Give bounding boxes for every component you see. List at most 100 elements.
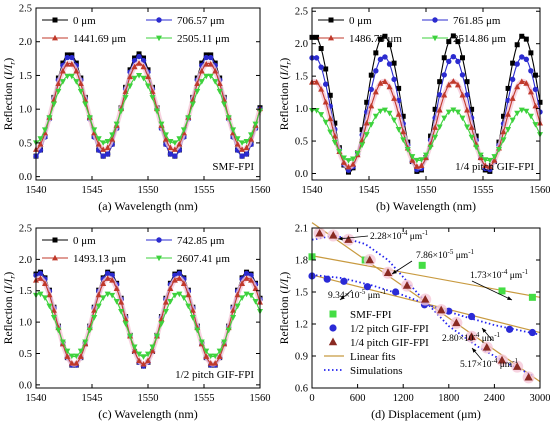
series-point — [104, 275, 111, 281]
series-point — [203, 54, 209, 61]
series-point — [113, 285, 120, 291]
legend-swatch-marker — [328, 34, 334, 41]
series-point — [203, 60, 210, 67]
series-point — [243, 151, 250, 157]
series-point — [46, 291, 53, 298]
series-point — [532, 122, 539, 128]
series-point — [350, 156, 357, 163]
series-point — [519, 54, 525, 60]
series-point — [409, 154, 416, 160]
series-point — [318, 86, 325, 92]
series-point — [131, 347, 138, 354]
legend-label: 0 μm — [349, 15, 372, 27]
series-point — [391, 117, 398, 124]
series-point — [212, 353, 219, 360]
series-point — [91, 314, 98, 321]
series-point — [523, 80, 530, 86]
series-3 — [309, 107, 543, 164]
series-point — [468, 124, 475, 130]
series-point — [313, 108, 320, 114]
series-point — [136, 53, 142, 60]
y-tick-label: 1.5 — [295, 72, 308, 83]
series-point — [318, 112, 325, 118]
series-point — [207, 353, 214, 360]
x-tick-label: 1540 — [302, 185, 323, 196]
series-point — [100, 140, 107, 146]
series-point — [243, 270, 250, 277]
y-axis-label-sub: r — [284, 275, 293, 279]
annotation-unit-exponent: -1 — [494, 331, 500, 339]
series-point — [167, 285, 174, 291]
annotation-value: 9.34×10 — [328, 291, 360, 301]
series-point — [68, 73, 75, 80]
legend: 0 μm 761.85 μm 1486.73 μm 2514.86 μm — [318, 15, 506, 45]
series-point — [436, 92, 443, 98]
data-point — [340, 277, 348, 285]
legend-swatch-marker — [52, 237, 58, 243]
series-point — [252, 121, 259, 128]
legend-swatch-marker — [329, 310, 337, 318]
series-point — [514, 61, 520, 67]
series-point — [381, 78, 388, 84]
legend-label: 1441.69 μm — [73, 33, 126, 45]
series-point — [212, 360, 219, 366]
annotation-exponent: -4 — [501, 268, 507, 276]
series-point — [528, 68, 534, 74]
series-point — [450, 53, 457, 60]
series-point — [527, 113, 534, 120]
series-point — [176, 270, 183, 277]
data-point — [323, 275, 331, 283]
series-point — [91, 307, 98, 313]
series-point — [158, 321, 165, 327]
series-point — [95, 291, 102, 298]
series-point — [441, 91, 448, 98]
series-point — [77, 80, 84, 87]
series-point — [73, 360, 80, 366]
series-point — [207, 360, 214, 366]
x-tick-label: 600 — [350, 393, 366, 404]
series-point — [153, 108, 160, 115]
data-point — [315, 228, 324, 237]
x-tick-label: 0 — [309, 393, 314, 404]
series-point — [386, 61, 393, 67]
series-point — [207, 73, 214, 80]
series-point — [528, 50, 534, 56]
legend-swatch-marker — [52, 34, 58, 41]
y-tick-label: 0.5 — [19, 349, 32, 360]
series-point — [145, 351, 151, 358]
series-point — [514, 42, 520, 48]
series-point — [100, 146, 107, 152]
series-point — [122, 321, 129, 327]
series-3 — [33, 291, 263, 360]
series-line — [35, 277, 261, 365]
annotation-arrow — [337, 235, 369, 240]
y-axis-label-main: Reflection ( — [279, 289, 291, 344]
y-axis-label-sub: r — [8, 61, 17, 65]
y-axis-label-sub: r — [284, 61, 293, 65]
annotation-unit-exponent: -1 — [468, 248, 474, 256]
series-point — [207, 60, 214, 67]
series-point — [400, 137, 407, 143]
series-0 — [33, 51, 263, 159]
series-point — [386, 83, 393, 90]
y-tick-label: 2.5 — [19, 224, 32, 235]
data-point — [482, 342, 491, 351]
series-point — [55, 88, 62, 95]
panel-annotation: SMF-FPI — [212, 161, 254, 173]
y-tick-label: 1.0 — [19, 318, 32, 329]
series-point — [109, 292, 116, 299]
legend-label: 2607.41 μm — [177, 253, 230, 265]
series-point — [327, 129, 334, 136]
series-point — [203, 348, 210, 355]
series-point — [113, 121, 120, 128]
series-point — [109, 276, 116, 283]
series-point — [441, 115, 448, 122]
series-point — [37, 136, 44, 142]
series-point — [372, 113, 379, 120]
legend-label: 2505.11 μm — [177, 33, 230, 45]
y-axis-label-symbol: I/I — [3, 278, 15, 291]
legend-label: 761.85 μm — [453, 15, 501, 27]
series-point — [363, 119, 370, 126]
series-point — [464, 124, 471, 131]
series-point — [454, 81, 461, 88]
